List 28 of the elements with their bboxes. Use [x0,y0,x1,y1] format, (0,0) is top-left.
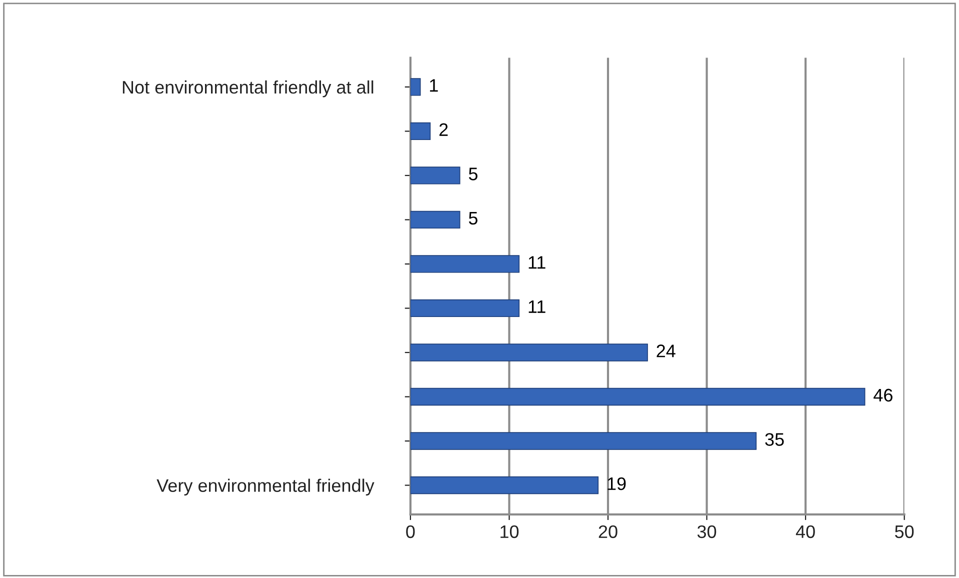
x-tick-label: 20 [598,525,618,538]
data-label: 5 [468,168,478,180]
x-tick-label: 40 [796,525,815,538]
data-label: 19 [608,477,626,490]
bar [410,78,421,96]
bar [410,344,648,362]
data-label: 2 [439,123,448,136]
x-tick-label: 0 [406,525,415,538]
x-tick-label: 10 [500,525,519,538]
x-tick-label: 30 [697,525,716,538]
data-label: 11 [528,300,546,313]
bar [410,166,460,184]
bar [410,210,460,229]
data-label: 5 [468,212,478,225]
y-tick-label: Very environmental friendly [156,478,374,496]
bar [410,299,520,318]
y-tick-label: Not environmental friendly at all [122,80,374,98]
x-tick-label: 50 [895,525,914,538]
bar [410,122,431,140]
data-label: 46 [874,388,892,402]
data-label: 35 [765,433,784,446]
bar [410,388,866,406]
bar [410,255,520,273]
data-label: 1 [430,79,438,92]
bar [410,476,599,494]
data-label: 11 [528,256,546,269]
bar [410,432,757,450]
data-label: 24 [656,344,676,358]
